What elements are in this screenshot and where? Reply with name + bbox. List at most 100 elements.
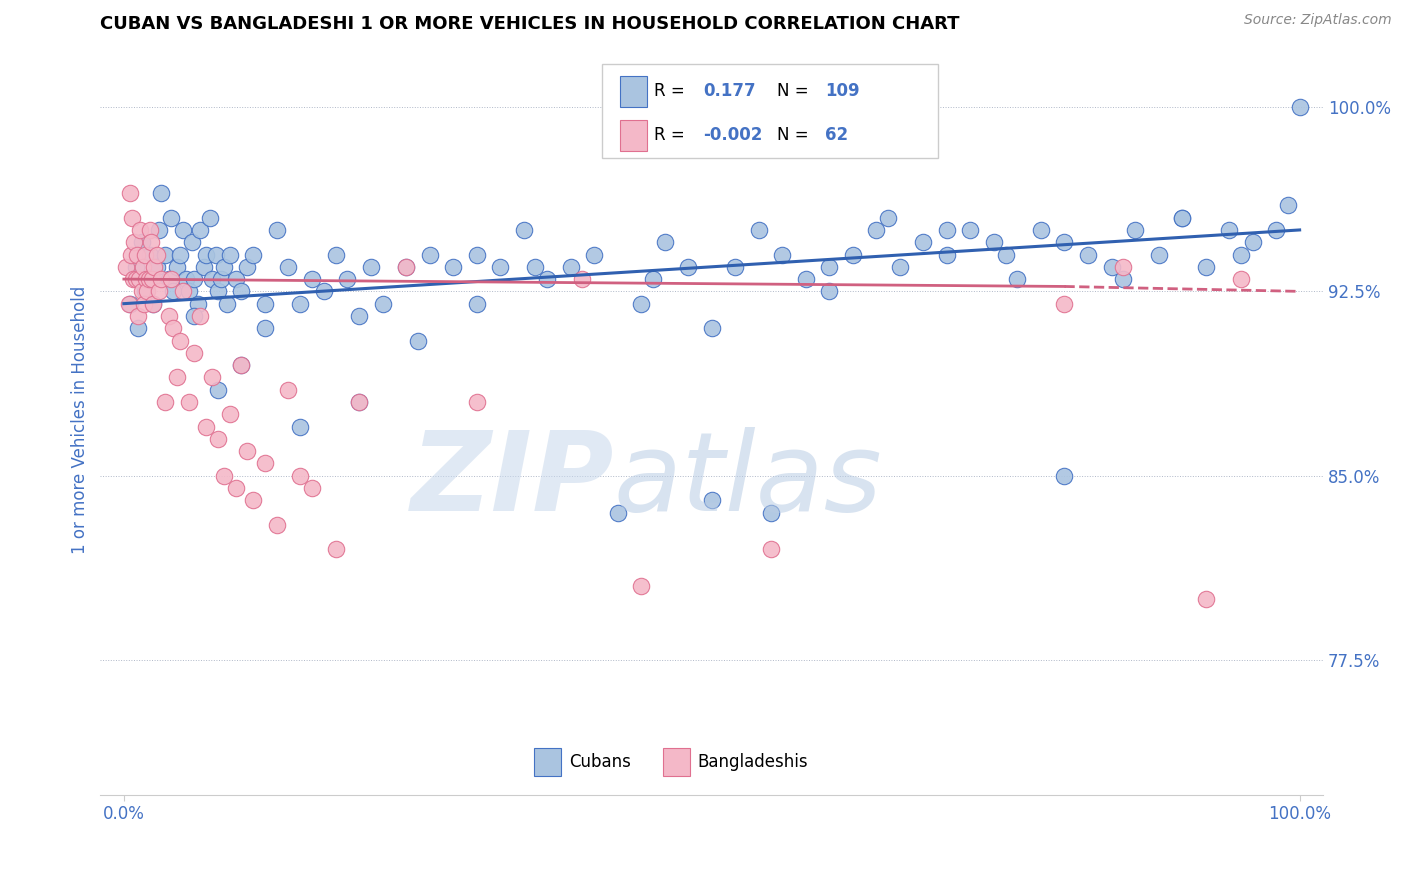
Point <box>1147 247 1170 261</box>
Point <box>818 260 841 274</box>
Text: Cubans: Cubans <box>568 753 630 771</box>
Point <box>157 309 180 323</box>
Point <box>290 468 312 483</box>
Point <box>641 272 664 286</box>
Point <box>748 223 770 237</box>
Point <box>138 247 160 261</box>
Point <box>266 223 288 237</box>
Point <box>842 247 865 261</box>
Point <box>166 260 188 274</box>
Point <box>225 481 247 495</box>
Point <box>560 260 582 274</box>
Point <box>1230 272 1253 286</box>
Point <box>142 296 165 310</box>
Point <box>1053 235 1076 250</box>
Point <box>630 296 652 310</box>
Point <box>115 260 138 274</box>
Point <box>134 247 156 261</box>
Text: atlas: atlas <box>614 426 883 533</box>
Point <box>146 247 169 261</box>
Point <box>231 285 253 299</box>
Point <box>583 247 606 261</box>
Point <box>1230 247 1253 261</box>
Point <box>253 296 276 310</box>
Point <box>419 247 441 261</box>
Point <box>1077 247 1099 261</box>
Point <box>148 223 170 237</box>
Point <box>177 285 200 299</box>
Point <box>162 321 184 335</box>
Point <box>207 432 229 446</box>
Point <box>700 493 723 508</box>
Point <box>1123 223 1146 237</box>
Point <box>935 247 957 261</box>
Point <box>676 260 699 274</box>
Point <box>131 235 153 250</box>
Point <box>157 272 180 286</box>
Point <box>536 272 558 286</box>
Point <box>142 296 165 310</box>
Point <box>360 260 382 274</box>
Point <box>770 247 793 261</box>
Point <box>1171 211 1194 225</box>
Point <box>136 272 159 286</box>
Point <box>371 296 394 310</box>
Point <box>120 247 142 261</box>
Point <box>125 247 148 261</box>
Point <box>277 383 299 397</box>
Point <box>124 235 146 250</box>
Text: CUBAN VS BANGLADESHI 1 OR MORE VEHICLES IN HOUSEHOLD CORRELATION CHART: CUBAN VS BANGLADESHI 1 OR MORE VEHICLES … <box>100 15 960 33</box>
Bar <box>620 120 647 151</box>
Point <box>128 272 150 286</box>
Point <box>212 260 235 274</box>
Point <box>983 235 1005 250</box>
Point <box>207 383 229 397</box>
Point <box>1007 272 1029 286</box>
Point <box>1112 272 1135 286</box>
Point <box>201 272 224 286</box>
Point <box>347 395 370 409</box>
Point <box>794 272 817 286</box>
Point <box>172 285 194 299</box>
Point <box>174 272 197 286</box>
Point <box>204 247 226 261</box>
Point <box>139 235 162 250</box>
Point <box>1171 211 1194 225</box>
Point <box>118 186 141 200</box>
Point <box>441 260 464 274</box>
Point <box>1277 198 1299 212</box>
Point <box>1053 468 1076 483</box>
Point <box>183 309 205 323</box>
Point <box>181 235 204 250</box>
Point <box>1194 260 1216 274</box>
Point <box>465 247 488 261</box>
Point <box>212 468 235 483</box>
Point <box>395 260 418 274</box>
Point <box>277 260 299 274</box>
Point <box>935 223 957 237</box>
Point <box>201 370 224 384</box>
Point <box>290 296 312 310</box>
Point <box>959 223 981 237</box>
Point <box>121 211 143 225</box>
Point <box>301 272 323 286</box>
Point <box>630 579 652 593</box>
Point <box>325 542 347 557</box>
Bar <box>534 747 561 776</box>
Point <box>465 395 488 409</box>
Text: R =: R = <box>654 127 685 145</box>
Point <box>266 517 288 532</box>
Point <box>242 493 264 508</box>
Point <box>877 211 900 225</box>
Point <box>169 247 191 261</box>
Point <box>231 358 253 372</box>
Point <box>166 370 188 384</box>
Point <box>138 272 160 286</box>
Point <box>193 260 215 274</box>
Point <box>129 223 152 237</box>
Point <box>117 296 139 310</box>
Point <box>253 321 276 335</box>
Point <box>177 395 200 409</box>
Point <box>290 419 312 434</box>
Point <box>132 296 155 310</box>
